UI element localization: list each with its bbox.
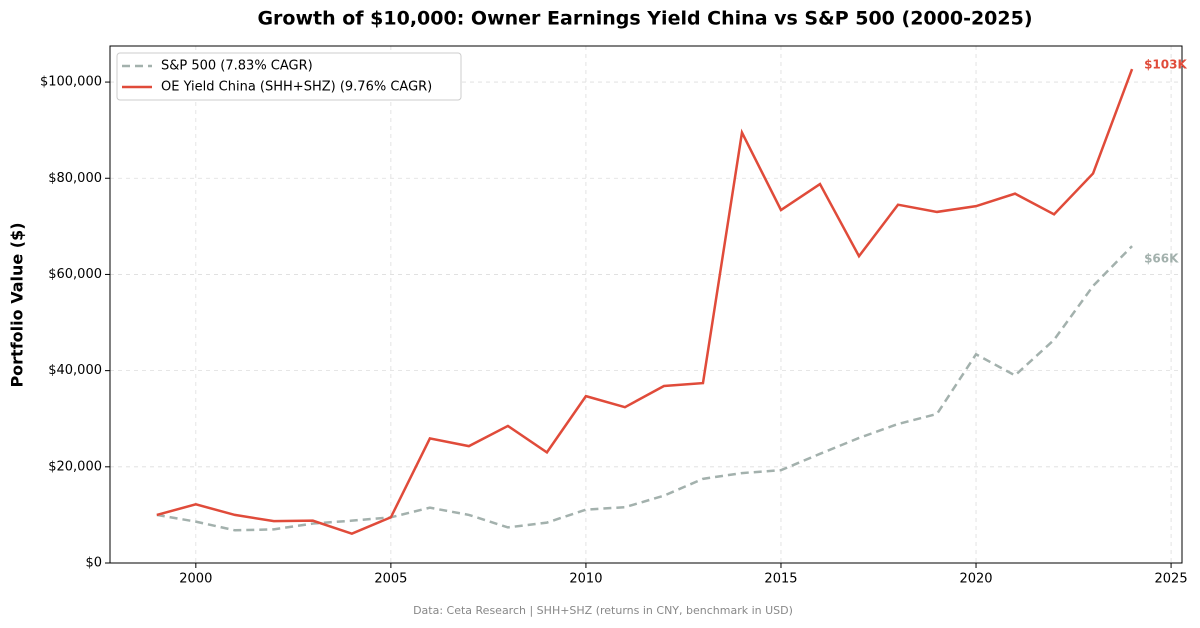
y-axis-label: Portfolio Value ($) (8, 222, 27, 387)
x-tick-label: 2020 (959, 572, 992, 587)
chart-title: Growth of $10,000: Owner Earnings Yield … (257, 8, 1032, 30)
y-tick-label: $20,000 (48, 459, 102, 474)
x-tick-label: 2025 (1155, 572, 1188, 587)
legend-label: OE Yield China (SHH+SHZ) (9.76% CAGR) (161, 80, 432, 95)
y-tick-label: $100,000 (40, 75, 102, 90)
y-tick-label: $80,000 (48, 171, 102, 186)
x-tick-label: 2000 (179, 572, 212, 587)
x-tick-label: 2015 (764, 572, 797, 587)
y-tick-label: $0 (85, 556, 102, 571)
y-tick-label: $40,000 (48, 363, 102, 378)
legend-label: S&P 500 (7.83% CAGR) (161, 59, 313, 74)
legend-box (116, 52, 462, 101)
x-tick-label: 2010 (569, 572, 602, 587)
footnote: Data: Ceta Research | SHH+SHZ (returns i… (413, 604, 793, 617)
series-line (156, 245, 1133, 532)
end-label: $103K (1144, 58, 1187, 72)
x-tick-label: 2005 (374, 572, 407, 587)
end-label: $66K (1144, 252, 1179, 266)
series-line (156, 68, 1134, 535)
legend: S&P 500 (7.83% CAGR) OE Yield China (SHH+… (116, 52, 462, 101)
plot-frame (109, 45, 1183, 564)
y-tick-label: $60,000 (48, 267, 102, 282)
